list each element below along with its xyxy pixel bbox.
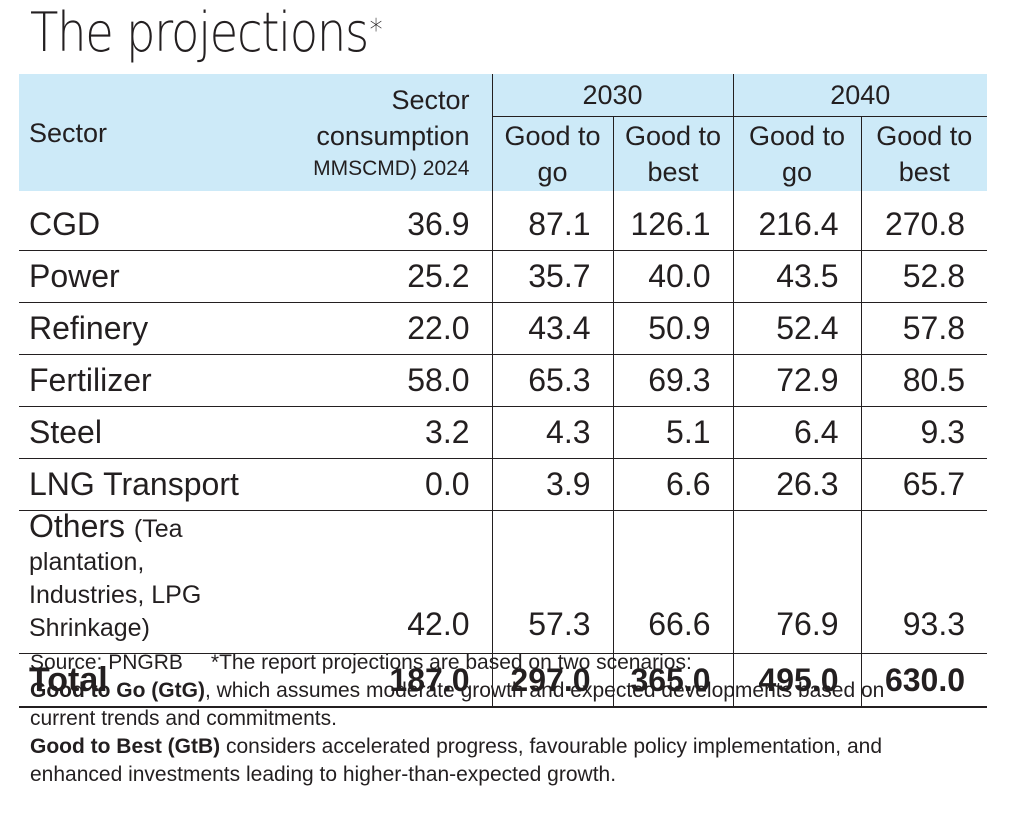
total-gtg-2040-cell: 495.0 bbox=[732, 653, 862, 708]
table-row: CGD 36.9 87.1 126.1 216.4 270.8 bbox=[19, 191, 988, 251]
sector-cell: Others (Tea plantation, Industries, LPG … bbox=[19, 510, 284, 654]
gtb-2030-cell: 40.0 bbox=[612, 250, 734, 303]
consumption-cell: 25.2 bbox=[284, 250, 492, 303]
gtg-2030-cell: 87.1 bbox=[491, 191, 613, 251]
gtg-2030-cell: 43.4 bbox=[491, 302, 613, 355]
chart-title-text: The projections bbox=[30, 1, 369, 64]
gtg-2040-cell: 216.4 bbox=[732, 191, 862, 251]
gtb-2040-cell: 93.3 bbox=[860, 510, 988, 654]
gtg-2030-cell: 65.3 bbox=[491, 354, 613, 407]
table-row: Steel 3.2 4.3 5.1 6.4 9.3 bbox=[19, 406, 988, 459]
consumption-cell: 22.0 bbox=[284, 302, 492, 355]
total-label: Total bbox=[19, 653, 284, 708]
table-row: Fertilizer 58.0 65.3 69.3 72.9 80.5 bbox=[19, 354, 988, 407]
sector-cell: Steel bbox=[19, 406, 284, 459]
gtb-2040-cell: 80.5 bbox=[860, 354, 988, 407]
gtb-2030-cell: 69.3 bbox=[612, 354, 734, 407]
gtg-2030-cell: 4.3 bbox=[491, 406, 613, 459]
table-header: Sector Sector consumption MMSCMD) 2024 2… bbox=[19, 74, 988, 191]
gtb-2030-cell: 5.1 bbox=[612, 406, 734, 459]
sector-cell: Power bbox=[19, 250, 284, 303]
gtg-2040-cell: 43.5 bbox=[732, 250, 862, 303]
total-consumption-cell: 187.0 bbox=[284, 653, 492, 708]
footnote-gtg: Good to Go (GtG), which assumes moderate… bbox=[30, 679, 885, 702]
total-row: Total 187.0 297.0 365.0 495.0 630.0 bbox=[19, 653, 988, 708]
gtb-2030-cell: 126.1 bbox=[612, 191, 734, 251]
consumption-cell: 3.2 bbox=[284, 406, 492, 459]
table-body: CGD 36.9 87.1 126.1 216.4 270.8 Power 25… bbox=[19, 191, 988, 708]
footnote-gtg-cont: current trends and commitments. bbox=[30, 707, 337, 730]
gtg-term: Good to Go (GtG) bbox=[30, 679, 205, 702]
header-2030-good-to-best: Good to best bbox=[612, 116, 734, 191]
scenario-note: *The report projections are based on two… bbox=[210, 651, 692, 674]
table-row: Others (Tea plantation, Industries, LPG … bbox=[19, 510, 988, 654]
gtg-2030-cell: 3.9 bbox=[491, 458, 613, 511]
title-asterisk: * bbox=[369, 13, 383, 48]
consumption-cell: 0.0 bbox=[284, 458, 492, 511]
gtb-2030-cell: 6.6 bbox=[612, 458, 734, 511]
projections-table: Sector Sector consumption MMSCMD) 2024 2… bbox=[19, 74, 988, 708]
gtg-2040-cell: 26.3 bbox=[732, 458, 862, 511]
header-consumption: Sector consumption MMSCMD) 2024 bbox=[284, 74, 492, 191]
header-2040-good-to-go: Good to go bbox=[732, 116, 862, 191]
gtb-2040-cell: 270.8 bbox=[860, 191, 988, 251]
gtb-2030-cell: 66.6 bbox=[612, 510, 734, 654]
header-2030-good-to-go: Good to go bbox=[491, 116, 613, 191]
consumption-cell: 58.0 bbox=[284, 354, 492, 407]
header-year-2030: 2030 bbox=[491, 74, 734, 117]
gtg-2040-cell: 6.4 bbox=[732, 406, 862, 459]
source-text: Source: PNGRB bbox=[30, 651, 183, 674]
gtb-2040-cell: 65.7 bbox=[860, 458, 988, 511]
gtg-2040-cell: 52.4 bbox=[732, 302, 862, 355]
consumption-cell: 42.0 bbox=[284, 510, 492, 654]
gtb-2040-cell: 52.8 bbox=[860, 250, 988, 303]
total-gtg-2030-cell: 297.0 bbox=[491, 653, 613, 708]
gtb-term: Good to Best (GtB) bbox=[30, 735, 221, 758]
gtb-2040-cell: 9.3 bbox=[860, 406, 988, 459]
gtb-2030-cell: 50.9 bbox=[612, 302, 734, 355]
total-gtb-2040-cell: 630.0 bbox=[860, 653, 988, 708]
table-row: Refinery 22.0 43.4 50.9 52.4 57.8 bbox=[19, 302, 988, 355]
table-row: Power 25.2 35.7 40.0 43.5 52.8 bbox=[19, 250, 988, 303]
header-sector: Sector bbox=[19, 74, 284, 191]
consumption-cell: 36.9 bbox=[284, 191, 492, 251]
sector-cell: CGD bbox=[19, 191, 284, 251]
gtg-2040-cell: 76.9 bbox=[732, 510, 862, 654]
footnote-source-line: Source: PNGRB *The report projections are… bbox=[30, 649, 990, 677]
header-2040-good-to-best: Good to best bbox=[860, 116, 988, 191]
gtg-2030-cell: 35.7 bbox=[491, 250, 613, 303]
header-year-2040: 2040 bbox=[732, 74, 988, 117]
footnote-gtb: Good to Best (GtB) considers accelerated… bbox=[30, 735, 882, 758]
sector-cell: Refinery bbox=[19, 302, 284, 355]
chart-title: The projections* bbox=[30, 0, 383, 66]
footnote-gtb-cont: enhanced investments leading to higher-t… bbox=[30, 763, 617, 786]
gtb-2040-cell: 57.8 bbox=[860, 302, 988, 355]
total-gtb-2030-cell: 365.0 bbox=[612, 653, 734, 708]
table-row: LNG Transport 0.0 3.9 6.6 26.3 65.7 bbox=[19, 458, 988, 511]
gtg-2040-cell: 72.9 bbox=[732, 354, 862, 407]
footnote: Source: PNGRB *The report projections are… bbox=[30, 649, 990, 789]
gtg-2030-cell: 57.3 bbox=[491, 510, 613, 654]
sector-cell: LNG Transport bbox=[19, 458, 284, 511]
sector-cell: Fertilizer bbox=[19, 354, 284, 407]
